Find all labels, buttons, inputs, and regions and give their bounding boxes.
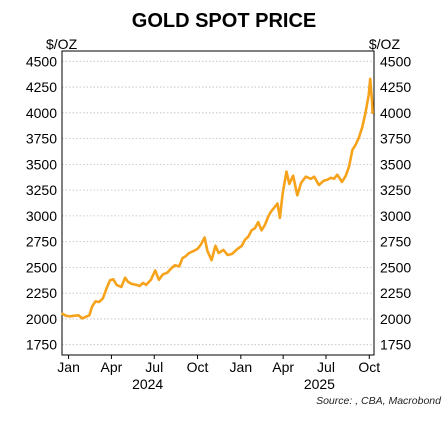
- x-tick-label: Jan: [230, 359, 253, 375]
- x-tick-label: Jul: [317, 359, 335, 375]
- y-tick-label-left: 3000: [26, 208, 57, 224]
- chart-title: GOLD SPOT PRICE: [132, 10, 316, 32]
- x-tick-label: Apr: [272, 359, 294, 375]
- y-tick-label-right: 3750: [380, 131, 411, 147]
- year-label: 2024: [132, 376, 163, 392]
- y-tick-label-left: 3500: [26, 156, 57, 172]
- y-tick-label-left: 4000: [26, 105, 57, 121]
- y-tick-label-left: 2750: [26, 234, 57, 250]
- source-note: Source: , CBA, Macrobond: [316, 395, 442, 407]
- x-tick-label: Oct: [358, 359, 380, 375]
- left-unit-label: $/OZ: [46, 36, 78, 52]
- y-tick-label-right: 3500: [380, 156, 411, 172]
- y-tick-label-right: 2000: [380, 311, 411, 327]
- y-tick-label-right: 4500: [380, 53, 411, 69]
- y-tick-label-left: 2250: [26, 285, 57, 301]
- y-tick-label-left: 2000: [26, 311, 57, 327]
- x-tick-label: Oct: [187, 359, 209, 375]
- y-tick-label-left: 3250: [26, 182, 57, 198]
- y-tick-label-right: 3000: [380, 208, 411, 224]
- y-tick-label-right: 2500: [380, 259, 411, 275]
- y-tick-label-right: 2250: [380, 285, 411, 301]
- y-tick-label-left: 4500: [26, 53, 57, 69]
- y-tick-label-right: 1750: [380, 337, 411, 353]
- y-tick-label-left: 1750: [26, 337, 57, 353]
- x-tick-label: Jan: [57, 359, 80, 375]
- gold-price-line: [61, 77, 374, 320]
- x-tick-label: Apr: [101, 359, 123, 375]
- y-tick-label-left: 4250: [26, 79, 57, 95]
- year-label: 2025: [304, 376, 335, 392]
- y-tick-label-left: 3750: [26, 131, 57, 147]
- y-tick-label-left: 2500: [26, 259, 57, 275]
- x-tick-label: Jul: [145, 359, 163, 375]
- y-tick-label-right: 4250: [380, 79, 411, 95]
- plot-area: [61, 50, 375, 356]
- right-unit-label: $/OZ: [369, 36, 401, 52]
- y-tick-label-right: 4000: [380, 105, 411, 121]
- y-tick-label-right: 3250: [380, 182, 411, 198]
- y-tick-label-right: 2750: [380, 234, 411, 250]
